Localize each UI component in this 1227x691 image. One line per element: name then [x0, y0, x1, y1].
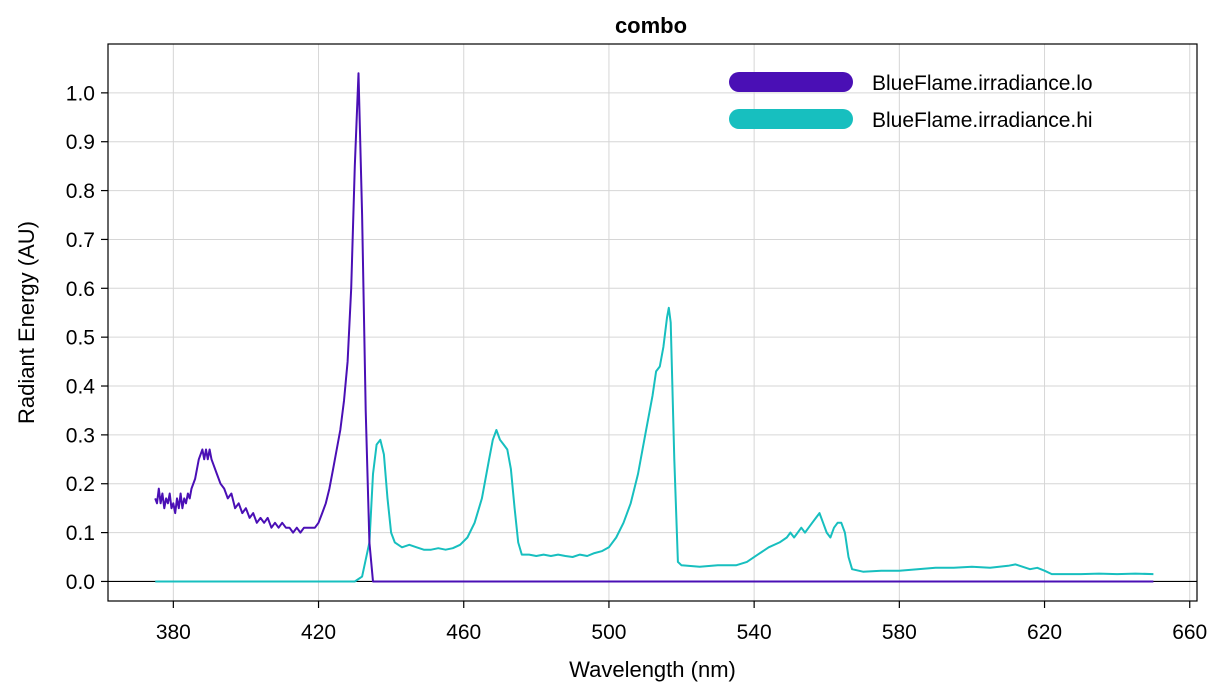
- y-tick-label: 0.4: [66, 376, 96, 399]
- legend-label: BlueFlame.irradiance.lo: [872, 72, 1093, 95]
- y-tick-label: 0.0: [66, 571, 95, 594]
- x-tick-label: 580: [882, 621, 917, 644]
- x-tick-label: 660: [1172, 621, 1207, 644]
- legend-label: BlueFlame.irradiance.hi: [872, 109, 1093, 132]
- legend: BlueFlame.irradiance.lo BlueFlame.irradia…: [729, 72, 1093, 132]
- x-tick-label: 420: [301, 621, 336, 644]
- x-tick-label: 540: [737, 621, 772, 644]
- y-tick-label: 0.8: [66, 180, 95, 203]
- series-line-blueflame-irradiance-lo: [154, 72, 1154, 583]
- y-tick-label: 0.5: [66, 327, 95, 350]
- series-layer: [154, 72, 1154, 583]
- series-line-blueflame-irradiance-hi: [155, 306, 1154, 583]
- grid-layer: [108, 44, 1197, 601]
- x-tick-label: 620: [1027, 621, 1062, 644]
- x-axis-label: Wavelength (nm): [569, 657, 736, 682]
- x-tick-label: 460: [446, 621, 481, 644]
- y-tick-label: 0.9: [66, 131, 95, 154]
- y-tick-label: 0.1: [66, 522, 95, 545]
- y-tick-label: 0.6: [66, 278, 95, 301]
- y-tick-label: 1.0: [66, 82, 95, 105]
- tick-layer: 380 420 460 500 540 580 620 660 0.0 0.1 0.2 0.3 0.4 0…: [66, 82, 1207, 644]
- y-axis-label: Radiant Energy (AU): [14, 221, 39, 424]
- y-tick-label: 0.7: [66, 229, 95, 252]
- y-tick-label: 0.3: [66, 424, 95, 447]
- plot-frame: [107, 43, 1198, 602]
- x-tick-label: 500: [591, 621, 626, 644]
- x-tick-label: 380: [156, 621, 191, 644]
- y-tick-label: 0.2: [66, 473, 95, 496]
- chart-title: combo: [615, 13, 687, 38]
